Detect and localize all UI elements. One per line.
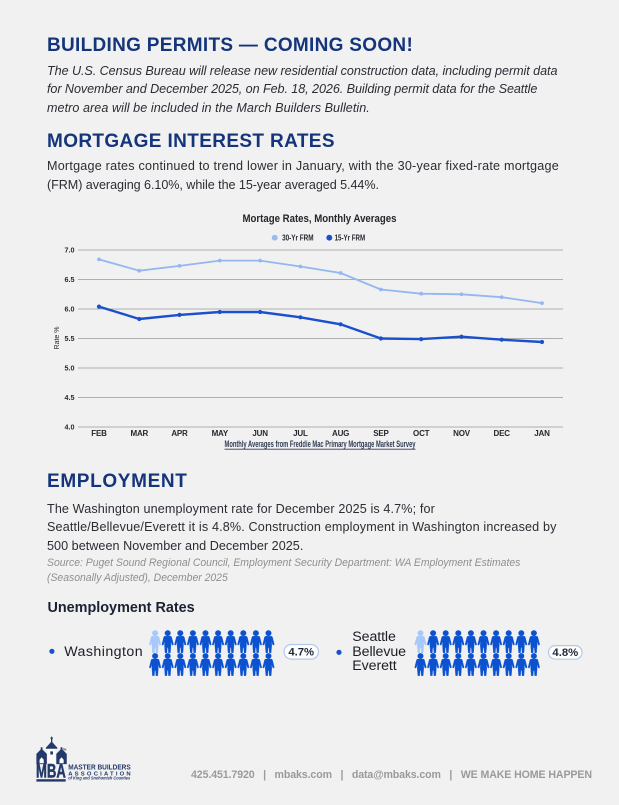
svg-text:JAN: JAN bbox=[534, 429, 550, 438]
svg-text:FEB: FEB bbox=[91, 429, 107, 438]
svg-text:4.0: 4.0 bbox=[65, 422, 75, 431]
svg-text:6.5: 6.5 bbox=[65, 275, 75, 284]
svg-text:JUN: JUN bbox=[252, 429, 268, 438]
svg-text:NOV: NOV bbox=[453, 429, 471, 438]
svg-text:4.7%: 4.7% bbox=[288, 647, 314, 659]
svg-text:7.0: 7.0 bbox=[65, 245, 75, 254]
svg-text:6.0: 6.0 bbox=[65, 304, 75, 313]
svg-text:APR: APR bbox=[171, 429, 188, 438]
svg-text:JUL: JUL bbox=[293, 429, 308, 438]
svg-text:Mortage Rates, Monthly Average: Mortage Rates, Monthly Averages bbox=[243, 213, 397, 225]
svg-text:4.5: 4.5 bbox=[65, 393, 75, 402]
svg-text:MAY: MAY bbox=[212, 429, 229, 438]
svg-text:of King and Snohomish Counties: of King and Snohomish Counties bbox=[68, 776, 130, 781]
svg-text:30-Yr FRM: 30-Yr FRM bbox=[282, 233, 314, 243]
svg-text:5.5: 5.5 bbox=[65, 334, 75, 343]
svg-text:4.8%: 4.8% bbox=[552, 647, 578, 659]
svg-text:TM: TM bbox=[63, 747, 67, 751]
svg-text:5.0: 5.0 bbox=[65, 363, 75, 372]
svg-text:OCT: OCT bbox=[413, 429, 430, 438]
svg-text:AUG: AUG bbox=[332, 429, 349, 438]
svg-text:MAR: MAR bbox=[130, 429, 148, 438]
svg-text:MBA: MBA bbox=[36, 761, 66, 783]
svg-text:MASTER BUILDERS: MASTER BUILDERS bbox=[68, 764, 131, 771]
svg-text:SEP: SEP bbox=[373, 429, 389, 438]
svg-text:Rate %: Rate % bbox=[54, 327, 61, 350]
svg-text:15-Yr FRM: 15-Yr FRM bbox=[335, 233, 366, 243]
svg-text:Monthly Averages from Freddie: Monthly Averages from Freddie Mac Primar… bbox=[225, 439, 416, 449]
svg-text:DEC: DEC bbox=[494, 429, 511, 438]
svg-text:ASSOCIATION: ASSOCIATION bbox=[68, 771, 131, 777]
